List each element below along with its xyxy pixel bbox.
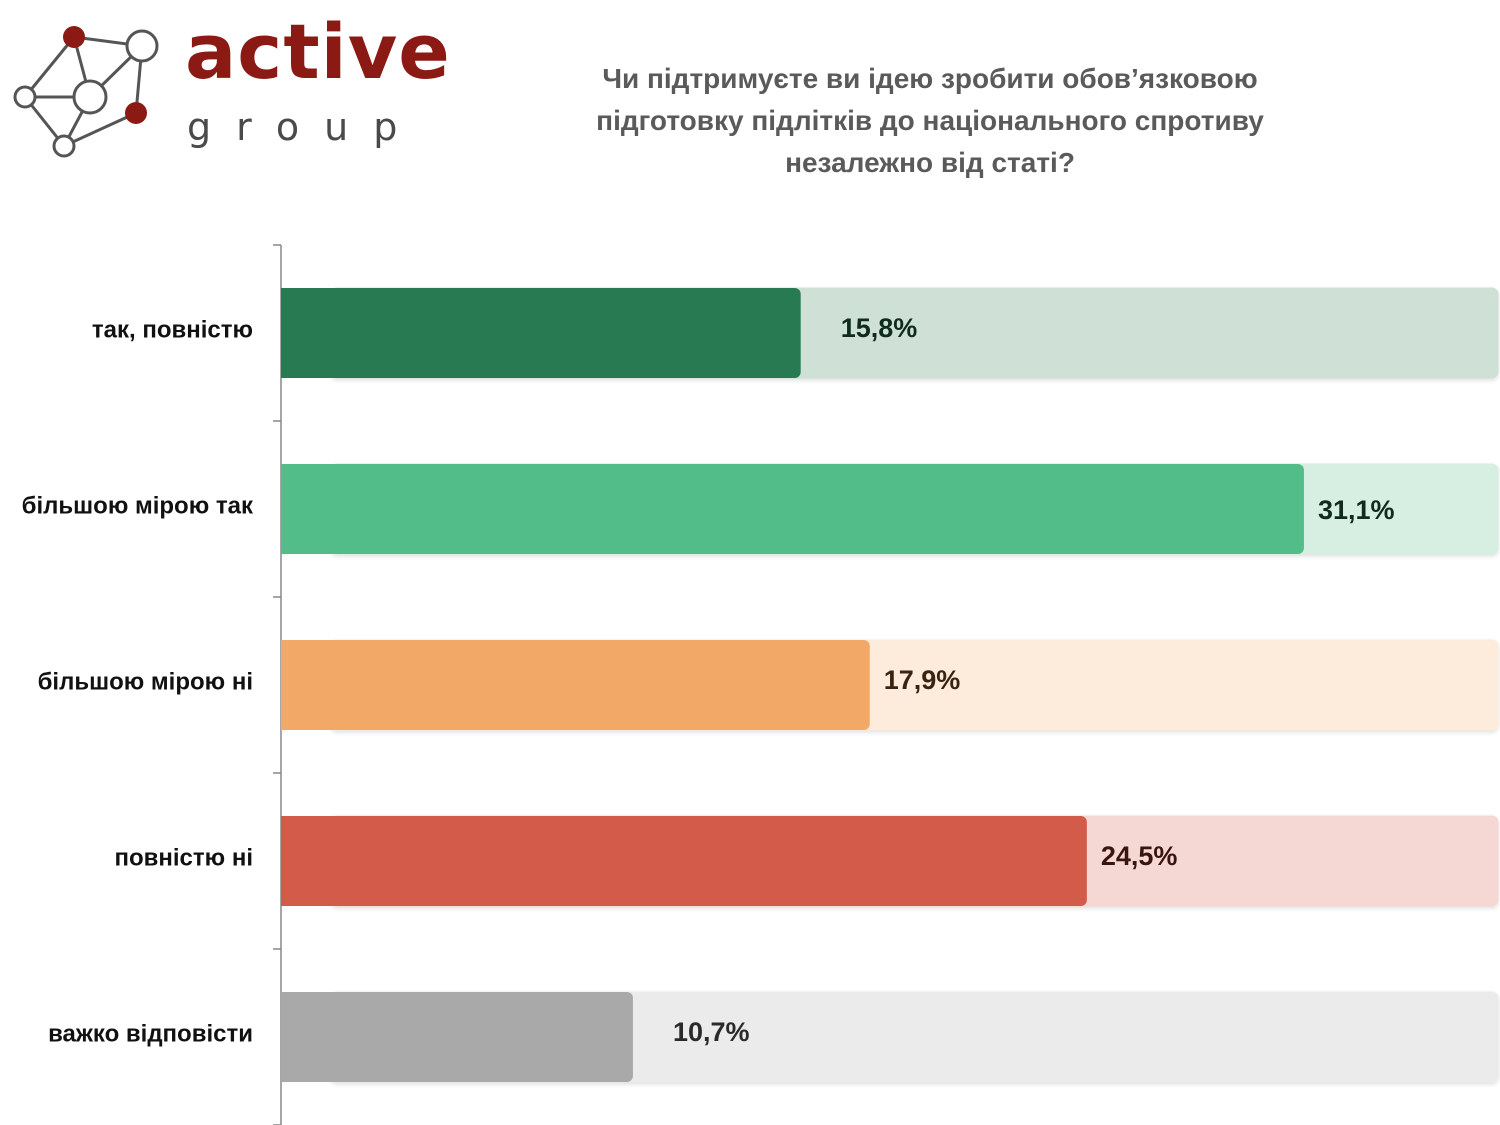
value-label: 24,5% [1101, 841, 1178, 871]
chart-title: Чи підтримуєте ви ідею зробити обов’язко… [596, 63, 1264, 178]
bar [281, 640, 870, 730]
bar [281, 992, 633, 1082]
logo-wordmark: active [185, 7, 451, 96]
value-label: 10,7% [673, 1017, 750, 1047]
bar-square-start [281, 464, 293, 554]
active-group-logo [13, 26, 159, 158]
category-label: так, повністю [92, 316, 253, 343]
bar [281, 464, 1304, 554]
bar-square-start [281, 992, 293, 1082]
category-label: більшою мірою ні [38, 668, 253, 695]
logo-subtitle: group [187, 105, 423, 149]
bar-square-start [281, 640, 293, 730]
bar-square-start [281, 288, 293, 378]
bar-square-start [281, 816, 293, 906]
value-label: 15,8% [841, 313, 918, 343]
category-label: важко відповісти [48, 1020, 253, 1047]
category-label: більшою мірою так [22, 492, 254, 519]
bar [281, 288, 801, 378]
value-label: 31,1% [1318, 495, 1395, 525]
value-label: 17,9% [884, 665, 961, 695]
bar [281, 816, 1087, 906]
category-label: повністю ні [114, 844, 253, 871]
